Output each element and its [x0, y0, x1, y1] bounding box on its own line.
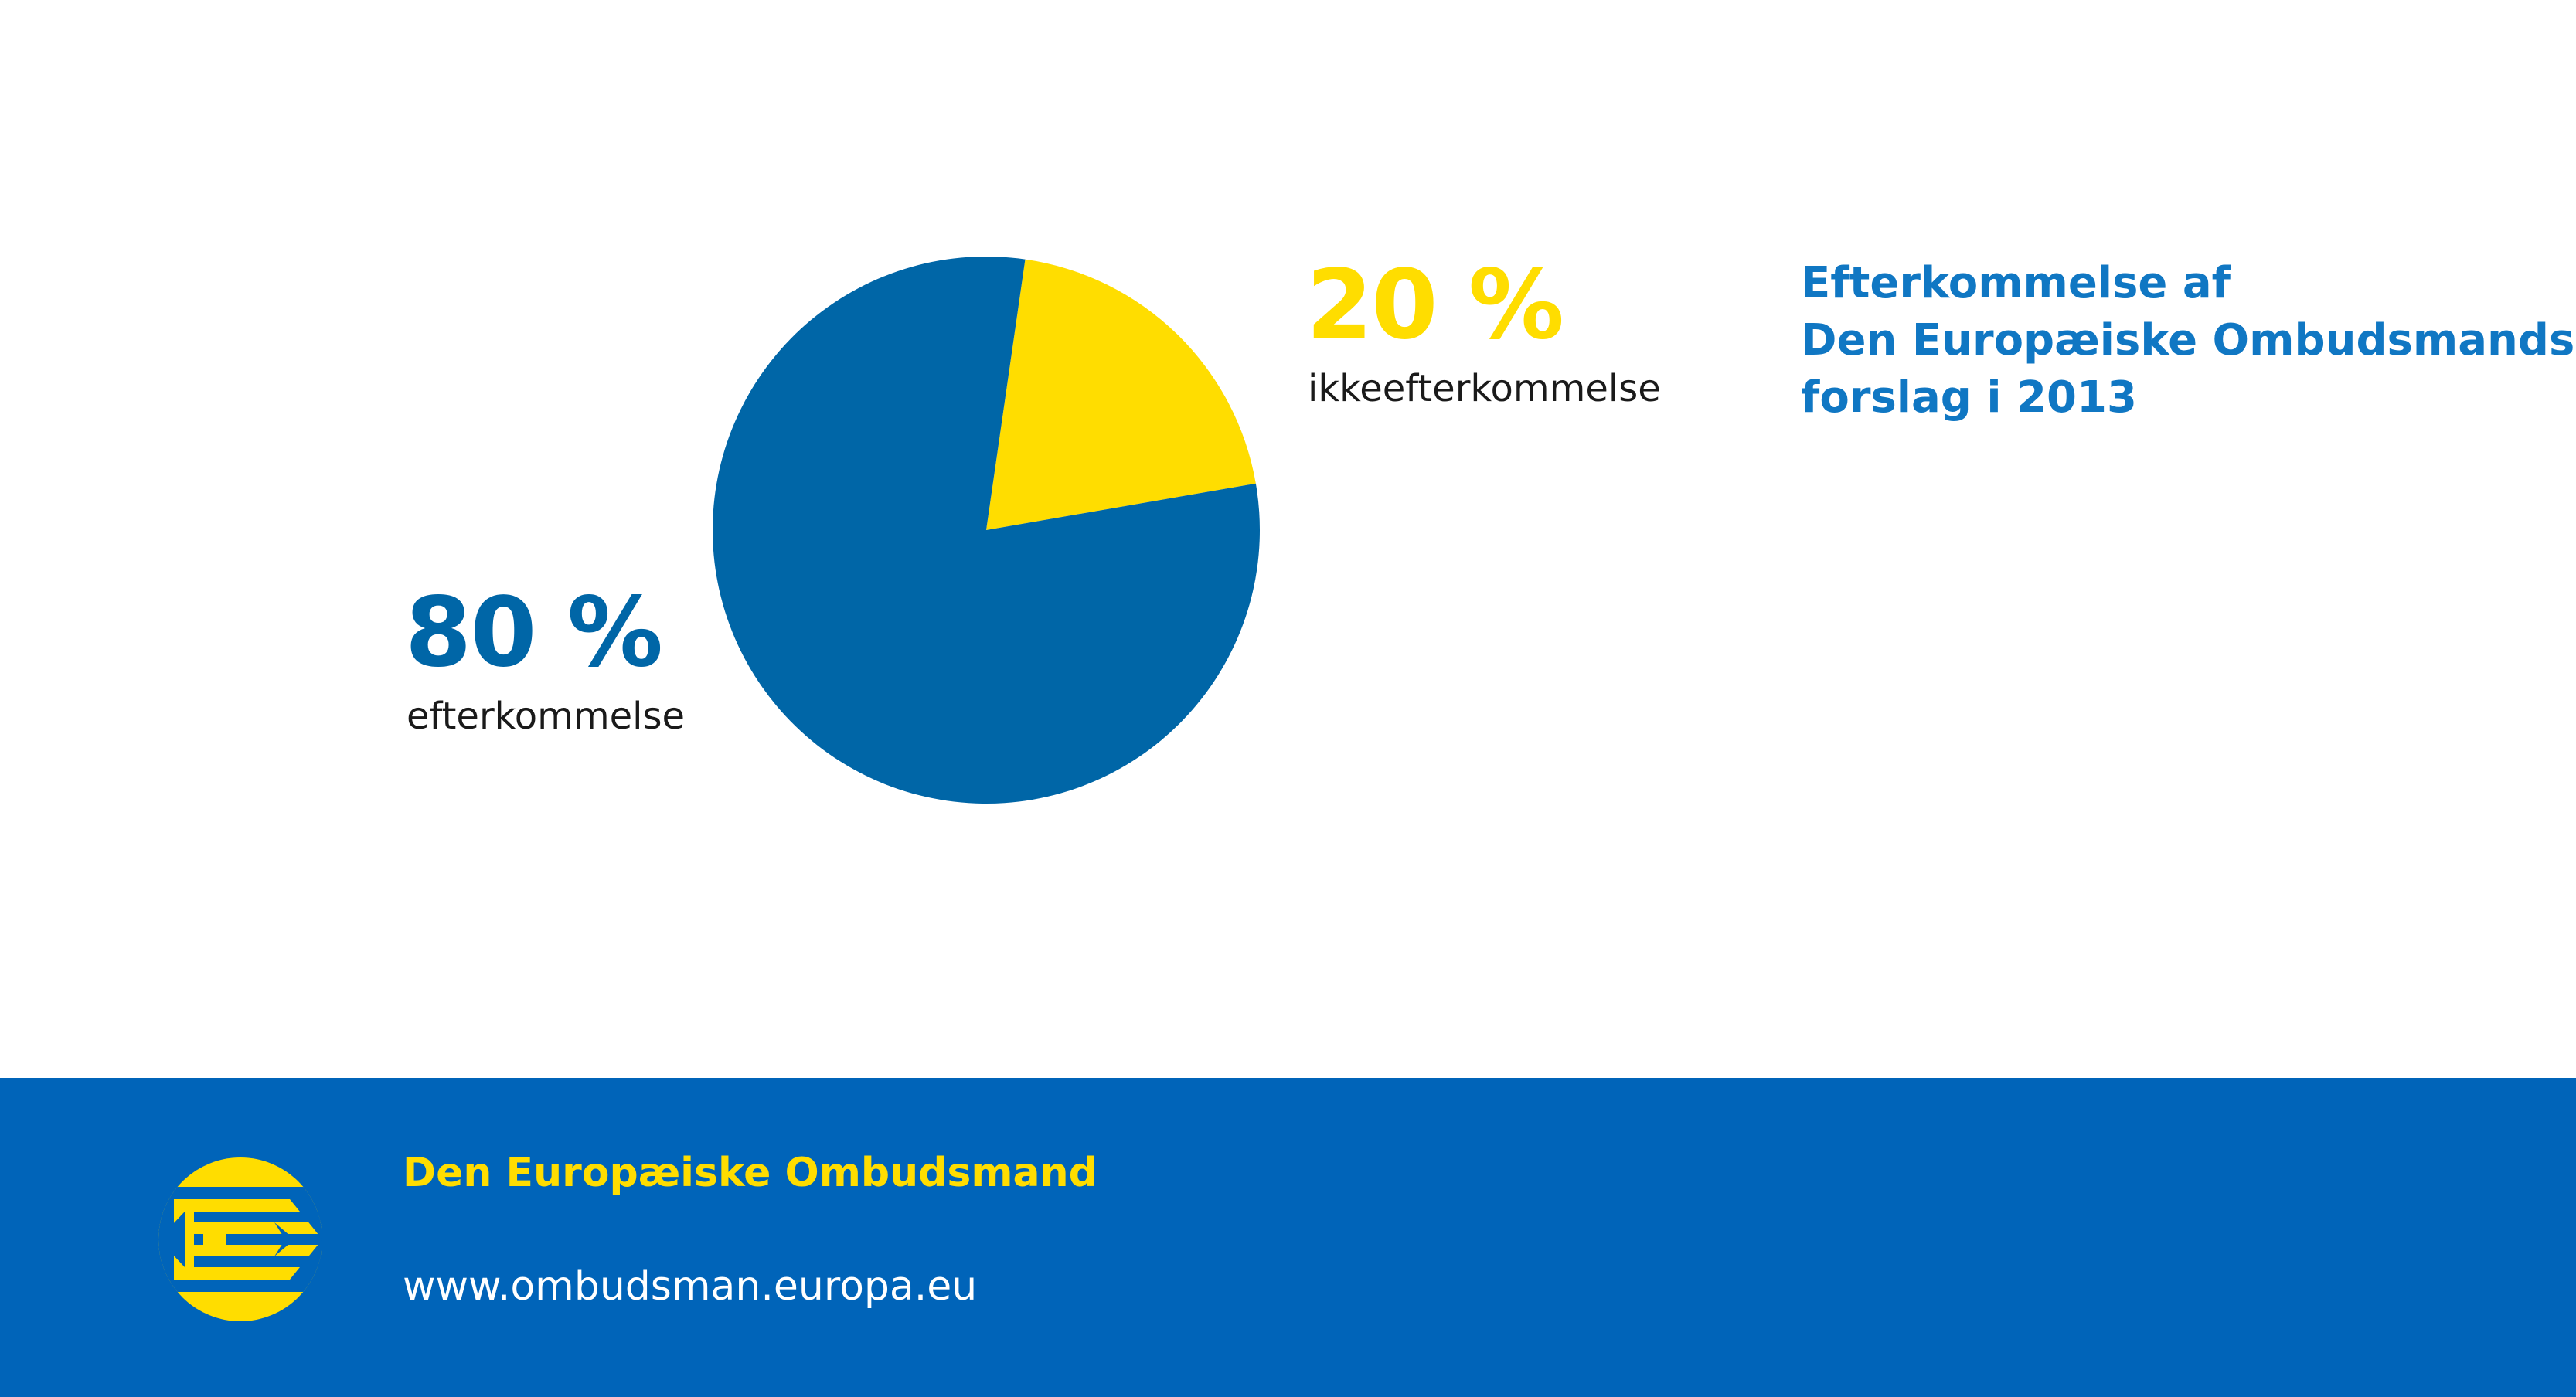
pie-slice-compliance [713, 256, 1260, 804]
slice-label-non-compliance: ikkeefterkommelse [1308, 367, 1661, 410]
slice-value-label-non-compliance: 20 % [1306, 250, 1564, 361]
pie-chart [713, 256, 1260, 804]
chart-title-line-1: Efterkommelse af [1801, 258, 2231, 308]
european-ombudsman-logo-icon [158, 1157, 322, 1321]
footer-website-link[interactable]: www.ombudsman.europa.eu [403, 1263, 978, 1310]
slice-value-label-compliance: 80 % [405, 577, 663, 688]
pie-slice-non-compliance [986, 259, 1256, 530]
slice-label-compliance: efterkommelse [407, 695, 686, 738]
footer-organization-name: Den Europæiske Ombudsmand [403, 1150, 1097, 1196]
chart-title-line-2: Den Europæiske Ombudsmands [1801, 315, 2575, 365]
chart-area: 20 % ikkeefterkommelse 80 % efterkommels… [405, 250, 2574, 804]
chart-title: Efterkommelse af Den Europæiske Ombudsma… [1801, 255, 2574, 427]
footer-bar: Den Europæiske Ombudsmand www.ombudsman.… [0, 1078, 2576, 1397]
chart-title-line-3: forslag i 2013 [1801, 372, 2137, 423]
